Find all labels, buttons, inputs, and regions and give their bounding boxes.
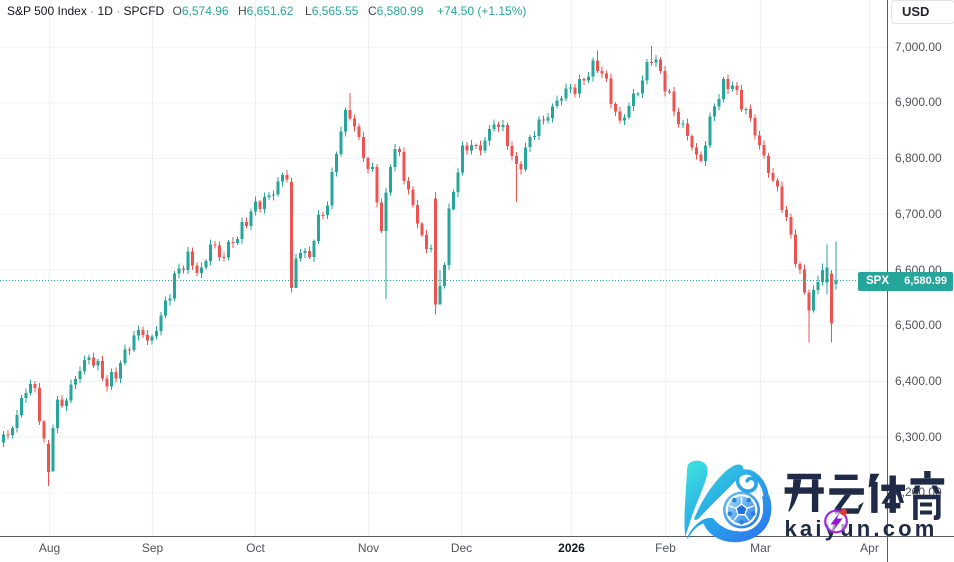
svg-text:kaiyun.com: kaiyun.com [785, 516, 938, 541]
